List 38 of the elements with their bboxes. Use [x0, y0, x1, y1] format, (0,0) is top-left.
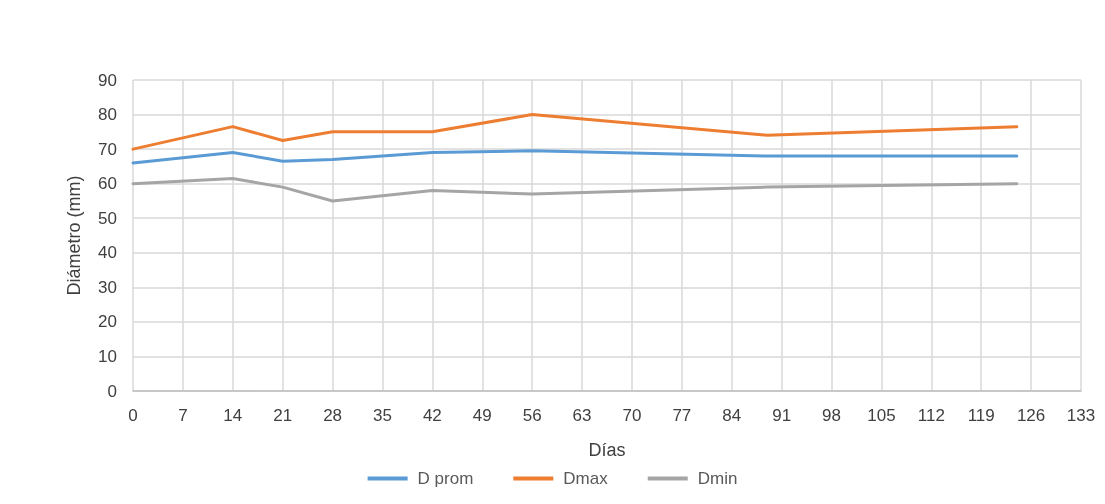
- y-tick-label: 0: [107, 381, 117, 401]
- x-tick-label: 7: [178, 406, 188, 425]
- x-tick-label: 56: [522, 406, 542, 425]
- x-tick-label: 42: [422, 406, 442, 425]
- x-tick-label: 77: [672, 406, 692, 425]
- y-tick-label: 40: [98, 243, 117, 263]
- x-tick-label: 91: [772, 406, 792, 425]
- y-tick-label: 50: [98, 208, 117, 228]
- line-series: [131, 176, 1019, 203]
- x-tick-label: 14: [223, 406, 243, 425]
- x-tick-label: 49: [472, 406, 492, 425]
- x-tick-label: 105: [867, 406, 896, 425]
- line-series: [131, 113, 1019, 151]
- y-tick-label: 60: [98, 174, 117, 194]
- x-tick-label: 21: [273, 406, 293, 425]
- x-tick-label: 63: [572, 406, 592, 425]
- x-tick-label: 112: [917, 406, 945, 425]
- legend-label: Dmax: [563, 469, 609, 488]
- y-tick-label: 20: [98, 312, 117, 332]
- y-axis-title: Diámetro (mm): [64, 175, 84, 296]
- line-series: [131, 149, 1019, 165]
- x-axis-title: Días: [588, 440, 626, 460]
- y-tick-label: 70: [98, 139, 117, 159]
- y-tick-label: 80: [98, 105, 117, 125]
- y-tick-label: 30: [98, 277, 117, 297]
- y-tick-label: 10: [98, 346, 117, 366]
- x-tick-label: 126: [1016, 406, 1046, 425]
- x-tick-label: 35: [373, 406, 392, 425]
- x-tick-label: 133: [1066, 406, 1096, 425]
- legend-label: Dmin: [697, 469, 738, 488]
- y-tick-label: 90: [98, 70, 117, 90]
- x-tick-label: 119: [967, 406, 995, 425]
- x-tick-label: 98: [822, 406, 841, 425]
- x-tick-label: 84: [722, 406, 742, 425]
- x-tick-label: 28: [323, 406, 343, 425]
- x-tick-label: 0: [128, 406, 138, 425]
- legend-label: D prom: [417, 469, 474, 488]
- x-tick-label: 70: [622, 406, 642, 425]
